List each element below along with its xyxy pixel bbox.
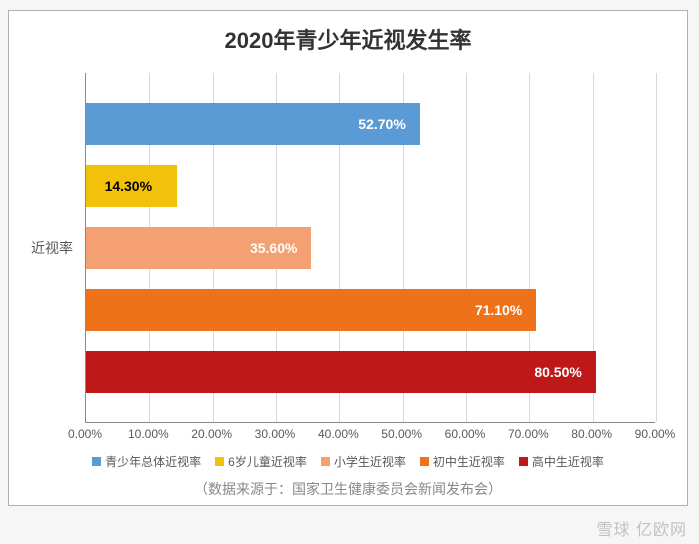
x-tick: 80.00% [571, 427, 612, 441]
bar: 71.10% [86, 289, 536, 331]
x-tick: 50.00% [381, 427, 422, 441]
legend-swatch [420, 457, 429, 466]
bar-label: 14.30% [105, 178, 152, 194]
x-tick: 10.00% [128, 427, 169, 441]
x-tick: 60.00% [445, 427, 486, 441]
bar-label: 35.60% [250, 240, 297, 256]
legend: 青少年总体近视率 6岁儿童近视率 小学生近视率 初中生近视率 高中生近视率 [9, 453, 687, 470]
legend-label: 初中生近视率 [433, 453, 505, 470]
legend-label: 6岁儿童近视率 [228, 453, 307, 470]
legend-item: 初中生近视率 [420, 453, 505, 470]
chart-frame: 2020年青少年近视发生率 近视率 52.70% 14.30% 35.60% 71.1… [8, 10, 688, 506]
x-tick: 90.00% [635, 427, 676, 441]
legend-item: 小学生近视率 [321, 453, 406, 470]
bar: 80.50% [86, 351, 596, 393]
bar: 14.30% [86, 165, 177, 207]
bar: 52.70% [86, 103, 420, 145]
chart-title: 2020年青少年近视发生率 [9, 11, 687, 55]
x-tick: 40.00% [318, 427, 359, 441]
plot-area: 52.70% 14.30% 35.60% 71.10% 80.50% [85, 73, 655, 423]
bar-label: 52.70% [358, 116, 405, 132]
bar-label: 80.50% [534, 364, 581, 380]
x-tick: 0.00% [68, 427, 102, 441]
x-tick: 30.00% [255, 427, 296, 441]
legend-swatch [519, 457, 528, 466]
grid-line [656, 73, 657, 422]
legend-item: 青少年总体近视率 [92, 453, 201, 470]
legend-label: 高中生近视率 [532, 453, 604, 470]
x-tick: 70.00% [508, 427, 549, 441]
bar: 35.60% [86, 227, 311, 269]
legend-label: 小学生近视率 [334, 453, 406, 470]
bar-label: 71.10% [475, 302, 522, 318]
legend-swatch [92, 457, 101, 466]
legend-swatch [321, 457, 330, 466]
watermark: 雪球 亿欧网 [597, 516, 687, 540]
legend-swatch [215, 457, 224, 466]
legend-item: 6岁儿童近视率 [215, 453, 307, 470]
source-note: （数据来源于：国家卫生健康委员会新闻发布会） [9, 479, 687, 499]
legend-item: 高中生近视率 [519, 453, 604, 470]
y-axis-label: 近视率 [9, 238, 79, 258]
legend-label: 青少年总体近视率 [105, 453, 201, 470]
x-tick: 20.00% [191, 427, 232, 441]
